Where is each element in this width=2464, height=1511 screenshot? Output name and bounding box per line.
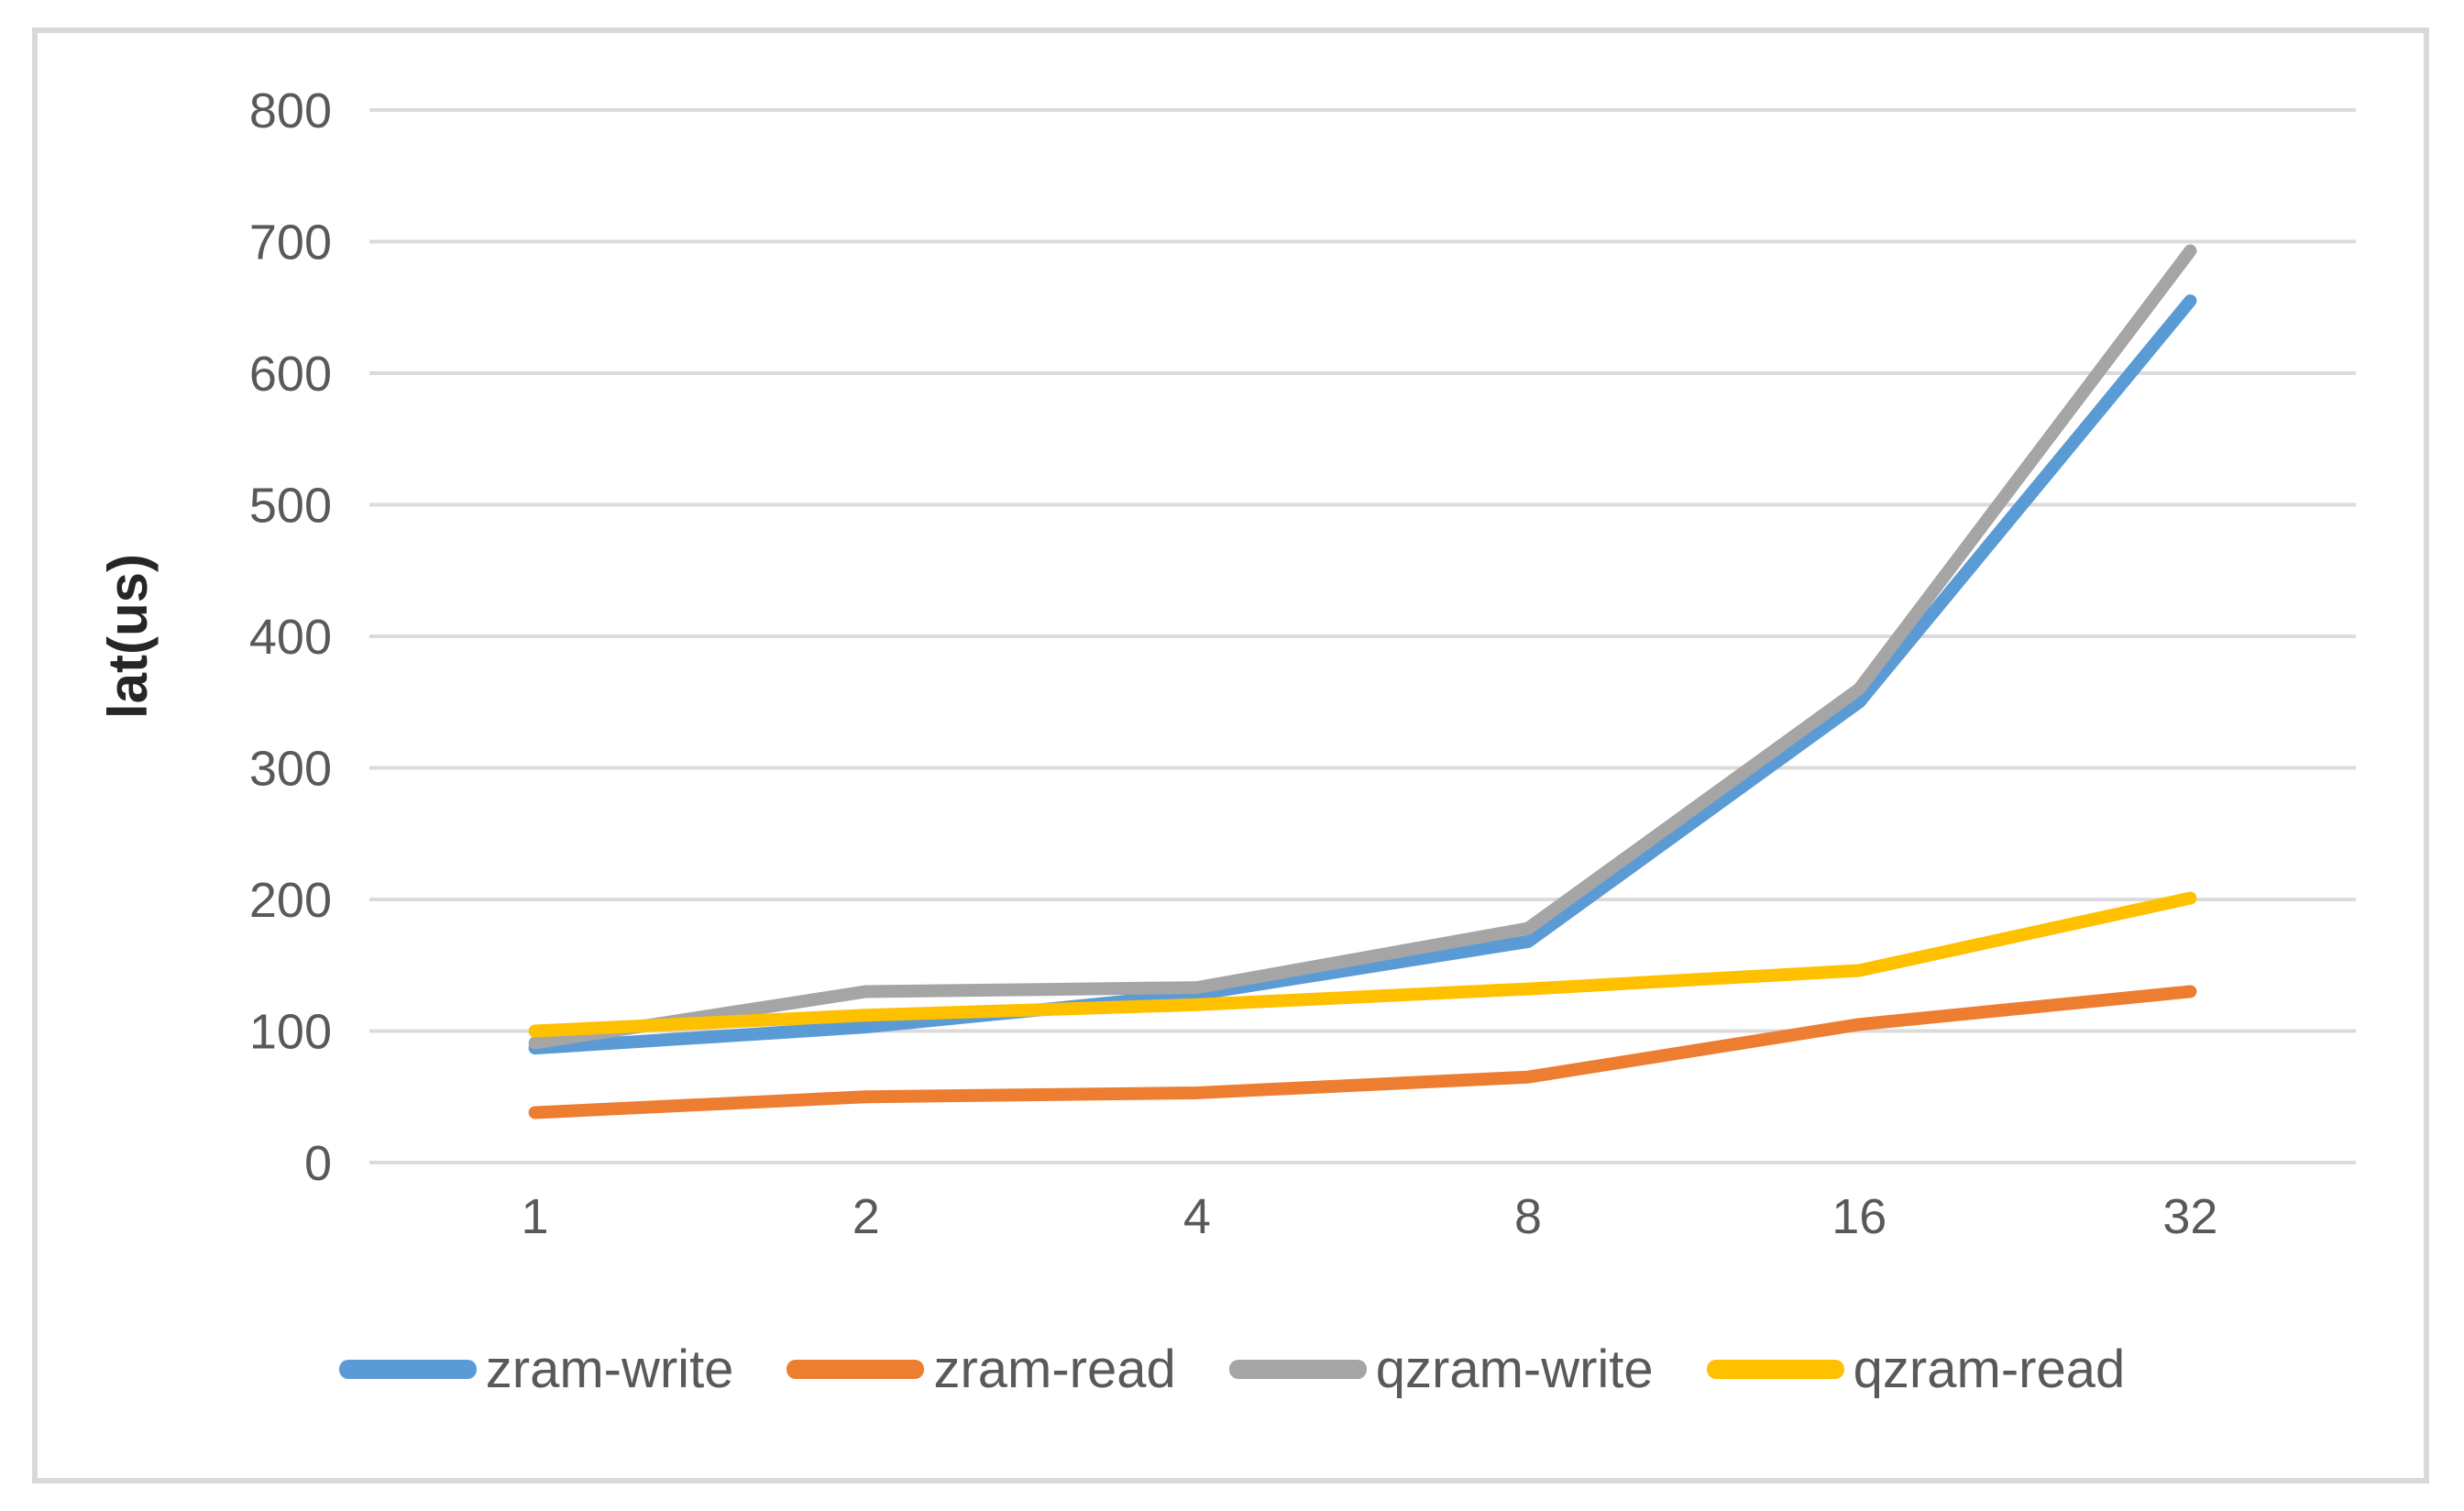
series-lines: [528, 244, 2197, 1119]
x-tick-label: 4: [1183, 1189, 1211, 1244]
legend-item-zram-read: zram-read: [786, 1339, 1176, 1400]
legend-label-zram-write: zram-write: [485, 1339, 734, 1399]
legend-item-qzram-read: qzram-read: [1706, 1339, 2126, 1400]
x-tick-label: 16: [1832, 1189, 1886, 1244]
y-tick-label: 0: [304, 1136, 332, 1191]
legend-item-zram-write: zram-write: [338, 1339, 734, 1400]
legend-swatch-qzram-write: [1228, 1359, 1367, 1379]
series-line-zram-read: [528, 985, 2197, 1119]
series-line-zram-write: [528, 294, 2197, 1055]
legend-item-qzram-write: qzram-write: [1228, 1339, 1654, 1400]
y-axis-tick-labels: 0 100 200 300 400 500 600 700 800: [249, 83, 332, 1191]
y-tick-label: 600: [249, 347, 332, 402]
legend-label-zram-read: zram-read: [933, 1339, 1176, 1399]
chart-legend: zram-write zram-read qzram-write qzram-read: [55, 1318, 2409, 1419]
x-tick-label: 32: [2162, 1189, 2217, 1244]
series-line-qzram-read: [528, 891, 2197, 1038]
x-tick-label: 8: [1514, 1189, 1542, 1244]
y-axis-title: lat(us): [97, 554, 159, 719]
y-tick-label: 100: [249, 1005, 332, 1060]
y-tick-label: 800: [249, 83, 332, 138]
legend-label-qzram-read: qzram-read: [1853, 1339, 2126, 1399]
y-tick-label: 200: [249, 873, 332, 928]
legend-swatch-zram-write: [338, 1359, 477, 1379]
x-tick-label: 2: [852, 1189, 880, 1244]
series-line-qzram-write: [528, 244, 2197, 1050]
x-tick-label: 1: [522, 1189, 549, 1244]
y-tick-label: 300: [249, 742, 332, 797]
legend-label-qzram-write: qzram-write: [1375, 1339, 1654, 1399]
legend-swatch-zram-read: [786, 1359, 925, 1379]
chart-area-border: [32, 28, 2429, 1483]
y-tick-label: 400: [249, 610, 332, 665]
legend-swatch-qzram-read: [1706, 1359, 1844, 1379]
y-tick-label: 500: [249, 479, 332, 534]
x-axis-tick-labels: 1 2 4 8 16 32: [522, 1189, 2218, 1244]
y-tick-label: 700: [249, 215, 332, 270]
